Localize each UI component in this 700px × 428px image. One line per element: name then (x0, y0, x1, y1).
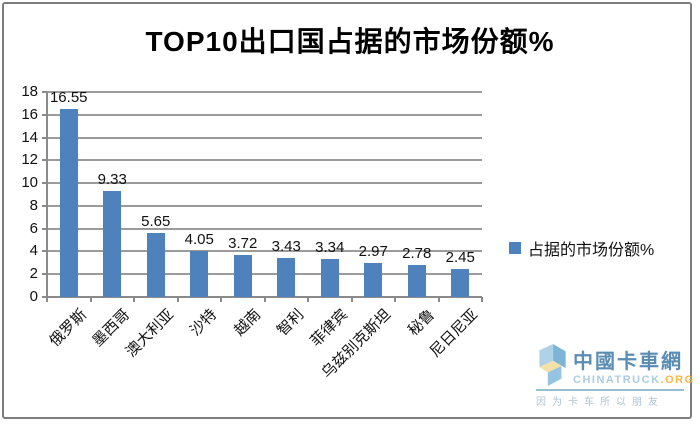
watermark-site-tld: .ORG (660, 373, 695, 386)
y-tick-label: 12 (21, 151, 38, 169)
y-axis-tick (42, 113, 47, 116)
y-tick-label: 16 (21, 105, 38, 123)
category-label: 秘鲁 (404, 306, 438, 340)
y-axis-tick (42, 204, 47, 207)
watermark-divider (536, 389, 684, 391)
chinatruck-watermark: 中國卡車網 CHINATRUCK.ORG 因为卡车所以朋友 (536, 344, 693, 420)
bar (103, 190, 122, 297)
gridline (47, 273, 482, 276)
x-axis-tick (394, 297, 396, 302)
bar (277, 257, 296, 297)
y-tick-label: 8 (29, 196, 38, 214)
category-label: 智利 (274, 306, 308, 340)
y-axis-tick (42, 136, 47, 139)
y-axis-line (46, 92, 48, 302)
y-axis-tick (42, 182, 47, 185)
legend: 占据的市场份额% (509, 236, 654, 260)
bar-value-label: 3.43 (271, 237, 301, 255)
category-label: 沙特 (187, 306, 221, 340)
gridline (47, 227, 482, 230)
bar-value-label: 3.34 (315, 238, 345, 256)
bar (320, 258, 339, 297)
bar-value-label: 2.78 (402, 245, 432, 263)
gridline (47, 250, 482, 253)
x-axis-tick (437, 297, 440, 302)
bar (190, 250, 209, 297)
watermark-site: CHINATRUCK (573, 373, 661, 386)
x-axis-tick (481, 297, 483, 302)
gridline (47, 113, 482, 116)
bar-value-label: 3.72 (228, 234, 258, 252)
x-axis-tick (263, 297, 266, 302)
x-axis-tick (133, 297, 135, 302)
bar-value-label: 2.45 (445, 249, 475, 267)
y-tick-label: 0 (29, 288, 38, 305)
bar-value-label: 5.65 (141, 212, 171, 230)
y-axis-tick (42, 227, 47, 230)
y-tick-label: 10 (21, 174, 38, 192)
bar (364, 263, 383, 297)
bar-value-label: 2.97 (358, 243, 388, 261)
x-axis-line (42, 296, 482, 298)
bar (146, 232, 165, 297)
x-axis-tick (89, 297, 92, 302)
bar (407, 265, 426, 297)
watermark-site-name-cn: 中國卡車網 (573, 350, 683, 373)
bar-value-label: 9.33 (97, 170, 127, 188)
x-axis-tick (46, 297, 48, 302)
x-axis-tick (220, 297, 222, 302)
gridline (47, 159, 482, 162)
chart-title: TOP10出口国占据的市场份额% (145, 26, 555, 57)
bar-value-label: 4.05 (184, 230, 214, 248)
x-axis-tick (176, 297, 179, 302)
category-label: 越南 (230, 306, 264, 340)
gridline (47, 136, 482, 139)
watermark-site-url: CHINATRUCK.ORG (573, 374, 695, 386)
watermark-tagline: 因为卡车所以朋友 (536, 397, 664, 408)
category-label: 澳大利亚 (122, 306, 177, 361)
y-tick-label: 18 (21, 83, 38, 100)
y-tick-label: 14 (21, 128, 38, 146)
bar (59, 108, 78, 297)
x-axis-tick (307, 297, 309, 302)
bar-value-label: 16.55 (49, 88, 88, 106)
legend-swatch-icon (509, 242, 521, 254)
y-axis-tick (42, 159, 47, 162)
legend-label: 占据的市场份额% (528, 242, 655, 259)
gridline (47, 182, 482, 185)
chinatruck-logo-icon (539, 344, 566, 386)
gridline (47, 204, 482, 207)
gridline (47, 91, 482, 93)
y-tick-label: 2 (29, 265, 38, 283)
bar (451, 269, 470, 297)
bar (233, 254, 252, 297)
y-tick-label: 4 (29, 242, 38, 260)
y-axis-tick (42, 91, 47, 93)
x-axis-tick (350, 297, 353, 302)
category-label: 俄罗斯 (46, 306, 90, 350)
y-axis-tick (42, 273, 47, 276)
y-axis-tick (42, 250, 47, 253)
y-tick-label: 6 (29, 219, 38, 237)
